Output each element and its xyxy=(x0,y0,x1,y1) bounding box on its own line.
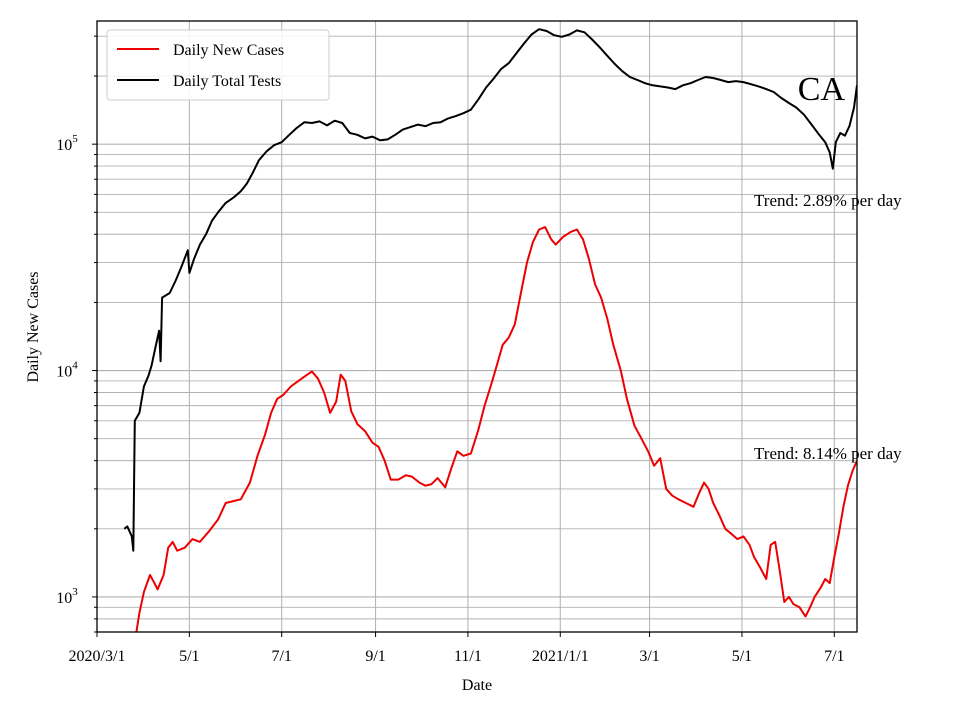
x-tick-label: 7/1 xyxy=(824,648,844,665)
x-tick-label: 5/1 xyxy=(732,648,752,665)
x-tick-label: 3/1 xyxy=(639,648,659,665)
series-layer xyxy=(123,28,857,632)
y-axis-ticks: 103 104 105 xyxy=(56,35,97,633)
x-tick-label: 11/1 xyxy=(454,648,482,665)
series-line-daily-total-tests xyxy=(123,28,857,552)
y-tick-label: 105 xyxy=(56,133,78,154)
trend-label-tests: Trend: 2.89% per day xyxy=(754,191,902,210)
x-tick-label: 2021/1/1 xyxy=(532,648,589,665)
gridlines xyxy=(96,21,857,633)
legend-label-daily-total-tests: Daily Total Tests xyxy=(173,73,281,90)
x-axis-ticks: 2020/3/1 5/1 7/1 9/1 11/1 2021/1/1 3/1 5/1 7/1 xyxy=(69,632,845,665)
x-axis-label: Date xyxy=(462,677,492,694)
y-tick-label: 103 xyxy=(56,586,78,607)
trend-label-cases: Trend: 8.14% per day xyxy=(754,444,902,463)
plot-frame xyxy=(96,20,858,633)
legend-label-daily-new-cases: Daily New Cases xyxy=(173,42,284,59)
x-tick-label: 9/1 xyxy=(365,648,385,665)
y-axis-label: Daily New Cases xyxy=(25,271,42,382)
series-line-daily-new-cases xyxy=(135,226,857,632)
legend: Daily New Cases Daily Total Tests xyxy=(106,29,330,101)
x-tick-label: 5/1 xyxy=(179,648,199,665)
x-tick-label: 7/1 xyxy=(271,648,291,665)
annotations: Trend: 8.14% per day Trend: 2.89% per day… xyxy=(754,71,902,463)
x-tick-label: 2020/3/1 xyxy=(69,648,126,665)
state-label: CA xyxy=(798,71,846,108)
y-tick-label: 104 xyxy=(56,360,78,381)
legend-box xyxy=(106,29,330,101)
